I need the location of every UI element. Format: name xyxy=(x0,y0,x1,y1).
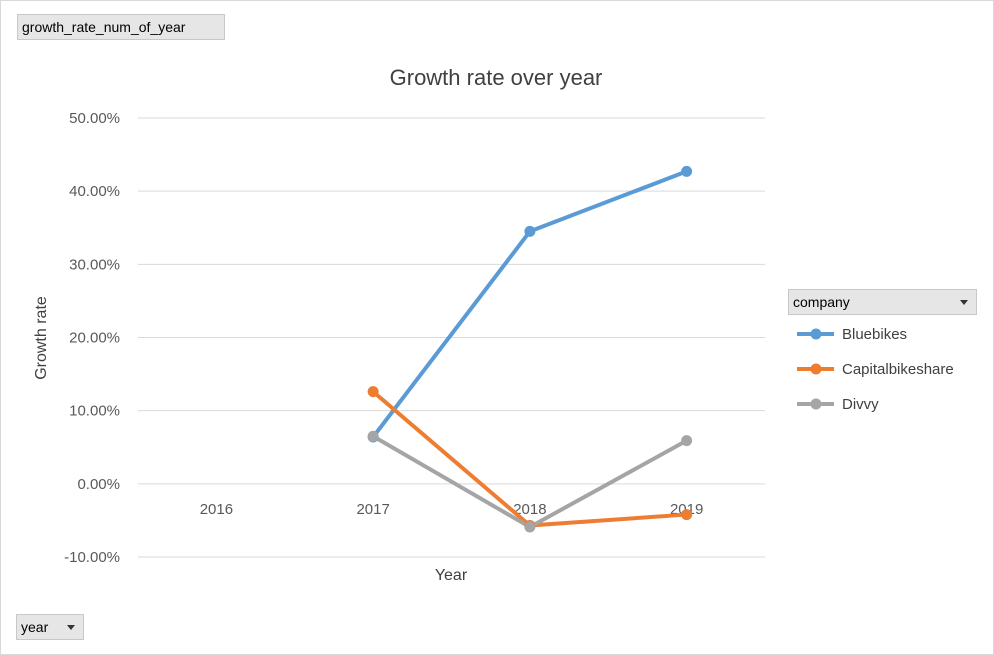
series-lines xyxy=(371,169,689,530)
y-tick-label: 20.00% xyxy=(69,330,120,347)
series-points xyxy=(367,165,693,533)
legend-swatch-marker xyxy=(810,398,822,410)
y-axis-title: Growth rate xyxy=(33,296,50,380)
data-point xyxy=(367,430,379,442)
y-tick-labels: -10.00% 0.00% 10.00% 20.00% 30.00% 40.00% 50.0… xyxy=(64,110,120,566)
x-tick-label: 2017 xyxy=(356,501,389,518)
data-point xyxy=(524,521,536,533)
year-field-button[interactable]: year xyxy=(16,614,84,640)
data-point xyxy=(681,165,693,177)
y-tick-label: 50.00% xyxy=(69,110,120,127)
data-point xyxy=(367,386,379,398)
legend-swatch-marker xyxy=(810,328,822,340)
chevron-down-icon[interactable] xyxy=(960,299,968,305)
x-tick-label: 2018 xyxy=(513,501,546,518)
data-point xyxy=(524,225,536,237)
company-field-button[interactable]: company xyxy=(788,289,977,315)
legend-entry: Capitalbikeshare xyxy=(842,361,954,378)
x-axis-title: Year xyxy=(435,567,468,584)
y-tick-label: 10.00% xyxy=(69,403,120,420)
series-line xyxy=(371,169,689,440)
chevron-down-icon[interactable] xyxy=(67,624,75,630)
x-tick-labels: 2016201720182019 xyxy=(200,501,704,518)
data-point xyxy=(681,509,693,521)
legend-swatch-marker xyxy=(810,363,822,375)
data-point xyxy=(681,435,693,447)
measure-field-button[interactable]: growth_rate_num_of_year xyxy=(17,14,225,40)
y-tick-label: -10.00% xyxy=(64,549,120,566)
legend-entry: Divvy xyxy=(842,396,879,413)
y-tick-label: 0.00% xyxy=(77,476,120,493)
measure-field-label: growth_rate_num_of_year xyxy=(22,19,186,35)
y-tick-label: 30.00% xyxy=(69,256,120,273)
chart-title: Growth rate over year xyxy=(390,65,603,90)
x-tick-label: 2016 xyxy=(200,501,233,518)
legend-entry: Bluebikes xyxy=(842,326,907,343)
year-field-label: year xyxy=(21,619,49,635)
y-tick-label: 40.00% xyxy=(69,183,120,200)
legend: Bluebikes Capitalbikeshare Divvy xyxy=(797,326,954,413)
company-field-label: company xyxy=(793,294,850,310)
